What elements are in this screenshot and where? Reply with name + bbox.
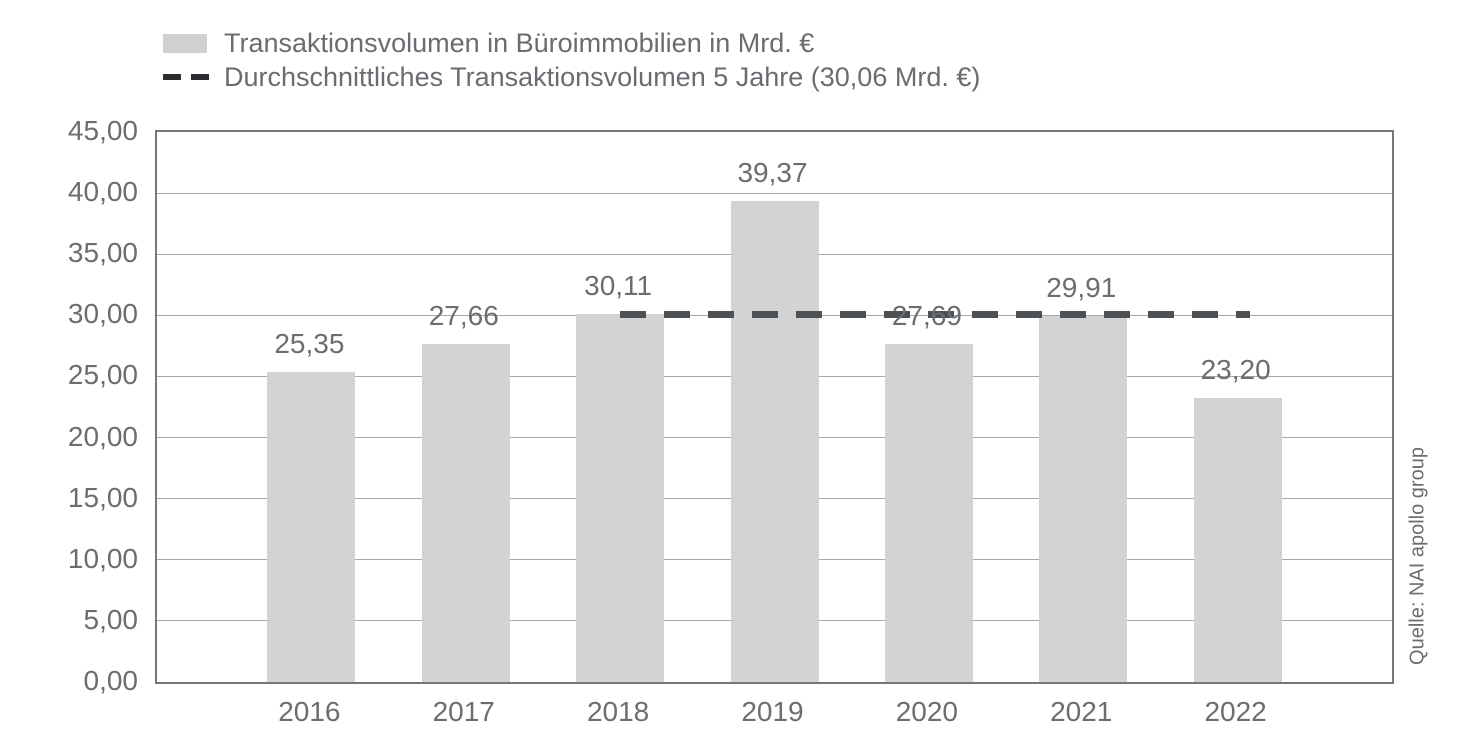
- bar-2016: [267, 372, 356, 682]
- plot-area: [155, 130, 1394, 684]
- x-axis-label-2018: 2018: [586, 696, 650, 727]
- legend-label-average: Durchschnittliches Transaktionsvolumen 5…: [224, 61, 981, 92]
- y-axis-label-0: 0,00: [83, 665, 139, 696]
- bar-value-label: 39,37: [737, 156, 808, 188]
- y-axis-label-15: 15,00: [67, 481, 138, 513]
- legend-item-average: Durchschnittliches Transaktionsvolumen 5…: [163, 60, 980, 94]
- y-axis-label-20: 20,00: [67, 420, 138, 452]
- y-axis-label-10: 10,00: [67, 542, 138, 574]
- bar-value-label: 27,69: [891, 299, 962, 331]
- source-credit: Quelle: NAI apollo group: [1406, 447, 1429, 665]
- bar-value-label: 29,91: [1046, 272, 1117, 304]
- bar-2017: [421, 343, 510, 682]
- legend-item-bars: Transaktionsvolumen in Büroimmobilien in…: [163, 26, 980, 60]
- bar-2022: [1193, 398, 1282, 682]
- bar-value-label: 23,20: [1200, 354, 1271, 386]
- average-line: [620, 311, 1250, 319]
- bar-value-label: 30,11: [584, 269, 653, 301]
- x-axis-label-2021: 2021: [1050, 696, 1113, 727]
- y-axis-label-35: 35,00: [67, 237, 138, 269]
- x-axis-label-2022: 2022: [1204, 696, 1267, 727]
- y-axis-label-40: 40,00: [67, 176, 138, 208]
- y-axis-label-25: 25,00: [67, 359, 138, 391]
- y-axis-label-45: 45,00: [67, 115, 138, 146]
- bar-2021: [1039, 316, 1128, 682]
- x-axis-label-2019: 2019: [741, 696, 804, 727]
- gridline-40: [157, 192, 1392, 194]
- x-axis-label-2017: 2017: [432, 696, 495, 727]
- bar-value-label: 25,35: [274, 328, 345, 360]
- bar-value-label: 27,66: [428, 299, 499, 331]
- x-axis-label-2020: 2020: [895, 696, 959, 727]
- y-axis-label-30: 30,00: [67, 298, 138, 330]
- x-axis-label-2016: 2016: [278, 696, 341, 727]
- legend-label-bars: Transaktionsvolumen in Büroimmobilien in…: [224, 27, 815, 58]
- bar-swatch-icon: [163, 33, 207, 53]
- y-axis-label-5: 5,00: [83, 603, 139, 635]
- legend: Transaktionsvolumen in Büroimmobilien in…: [163, 26, 980, 94]
- bar-2019: [730, 200, 819, 682]
- dashed-line-swatch-icon: [163, 74, 209, 80]
- bar-2020: [884, 343, 973, 682]
- bar-2018: [576, 314, 665, 682]
